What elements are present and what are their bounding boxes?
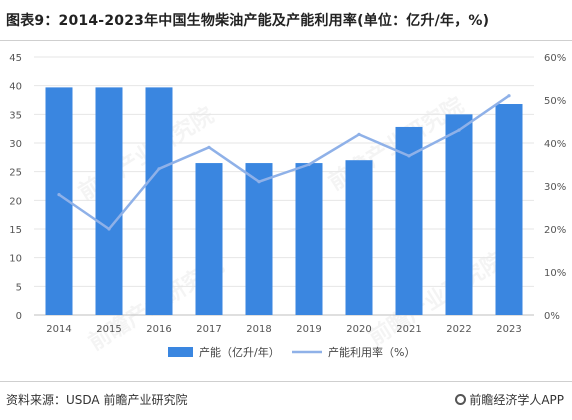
left-tick-label: 35	[9, 110, 22, 121]
bar	[195, 163, 223, 315]
brand-credit: 前瞻经济学人APP	[455, 391, 564, 408]
legend-bar-swatch	[168, 347, 193, 357]
right-tick-label: 60%	[544, 53, 566, 64]
x-tick-label: 2022	[446, 324, 471, 335]
x-tick-label: 2023	[496, 324, 521, 335]
right-tick-label: 0%	[544, 311, 560, 322]
chart-title: 图表9：2014-2023年中国生物柴油产能及产能利用率(单位：亿升/年，%)	[6, 13, 490, 29]
source-note: 资料来源：USDA 前瞻产业研究院	[6, 393, 188, 407]
right-tick-label: 30%	[544, 182, 566, 193]
bar	[95, 87, 123, 316]
bar	[495, 104, 523, 315]
x-tick-label: 2016	[146, 324, 171, 335]
chart: 前瞻产业研究院前瞻产业研究院前瞻产业研究院前瞻产业研究院 0 5 10 15 20 25 3…	[9, 53, 566, 359]
x-tick-label: 2018	[246, 324, 271, 335]
x-tick-label: 2017	[196, 324, 221, 335]
left-tick-label: 25	[9, 168, 22, 179]
right-tick-label: 20%	[544, 225, 566, 236]
footer-divider	[0, 381, 572, 382]
left-tick-label: 30	[9, 139, 22, 150]
bar	[145, 87, 173, 316]
watermark: 前瞻产业研究院前瞻产业研究院前瞻产业研究院前瞻产业研究院	[74, 92, 508, 356]
bar	[445, 114, 473, 315]
left-tick-label: 40	[9, 82, 22, 93]
line-point	[57, 193, 61, 197]
right-tick-label: 10%	[544, 268, 566, 279]
left-tick-label: 5	[16, 282, 22, 293]
bar	[295, 163, 323, 315]
line-point	[357, 132, 361, 136]
line-point	[107, 227, 111, 231]
line-point	[157, 167, 161, 171]
left-tick-label: 45	[9, 53, 22, 64]
line-point	[257, 180, 261, 184]
brand-logo-icon	[455, 394, 467, 405]
left-tick-label: 10	[9, 254, 22, 265]
brand-text: 前瞻经济学人APP	[469, 393, 564, 407]
left-tick-label: 0	[16, 311, 22, 322]
legend-bar-label: 产能（亿升/年）	[199, 345, 280, 359]
line-series	[57, 94, 511, 231]
x-tick-label: 2014	[46, 324, 71, 335]
bar	[395, 126, 423, 316]
bar	[345, 160, 373, 315]
bar	[245, 163, 273, 315]
x-tick-label: 2019	[296, 324, 321, 335]
line-point	[457, 128, 461, 132]
right-tick-label: 50%	[544, 96, 566, 107]
title-bar: 图表9：2014-2023年中国生物柴油产能及产能利用率(单位：亿升/年，%)	[0, 0, 572, 41]
right-tick-label: 40%	[544, 139, 566, 150]
left-tick-label: 20	[9, 196, 22, 207]
bar-series	[45, 87, 523, 316]
x-tick-label: 2021	[396, 324, 421, 335]
left-tick-label: 15	[9, 225, 22, 236]
legend-line-label: 产能利用率（%）	[328, 345, 415, 359]
line-point	[207, 145, 211, 149]
line-point	[307, 162, 311, 167]
right-axis-ticks: 0% 10% 20% 30% 40% 50% 60%	[544, 53, 566, 322]
left-axis-ticks: 0 5 10 15 20 25 30 35 40 45	[9, 53, 22, 322]
legend: 产能（亿升/年） 产能利用率（%）	[168, 345, 415, 359]
x-tick-label: 2015	[96, 324, 121, 335]
line-point	[407, 154, 411, 158]
watermark-text: 前瞻产业研究院	[364, 247, 508, 351]
x-axis-ticks: 2014 2015 2016 2017 2018 2019 2020 2021 2022 2023	[46, 324, 521, 335]
line-point	[507, 94, 511, 98]
utilization-line	[58, 94, 510, 231]
x-tick-label: 2020	[346, 324, 371, 335]
